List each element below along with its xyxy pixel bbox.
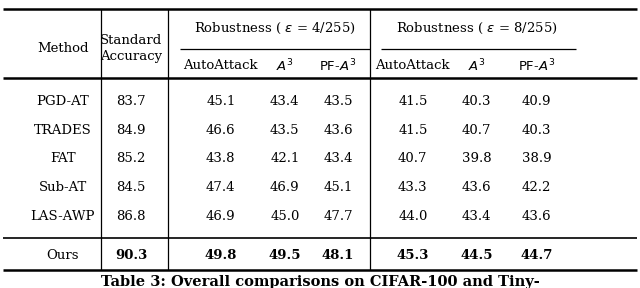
Text: 40.3: 40.3 (522, 124, 551, 137)
Text: 38.9: 38.9 (522, 152, 551, 166)
Text: 47.7: 47.7 (323, 210, 353, 223)
Text: 47.4: 47.4 (206, 181, 236, 194)
Text: 43.4: 43.4 (270, 95, 300, 108)
Text: $\mathrm{PF}$-$A^3$: $\mathrm{PF}$-$A^3$ (518, 57, 555, 74)
Text: 43.6: 43.6 (462, 181, 492, 194)
Text: 39.8: 39.8 (462, 152, 492, 166)
Text: 46.6: 46.6 (206, 124, 236, 137)
Text: TRADES: TRADES (34, 124, 92, 137)
Text: FAT: FAT (50, 152, 76, 166)
Text: 43.6: 43.6 (522, 210, 551, 223)
Text: 44.7: 44.7 (520, 249, 552, 262)
Text: 45.3: 45.3 (397, 249, 429, 262)
Text: AutoAttack: AutoAttack (376, 59, 450, 72)
Text: 90.3: 90.3 (115, 249, 147, 262)
Text: 83.7: 83.7 (116, 95, 146, 108)
Text: 86.8: 86.8 (116, 210, 146, 223)
Text: 40.9: 40.9 (522, 95, 551, 108)
Text: 84.9: 84.9 (116, 124, 146, 137)
Text: LAS-AWP: LAS-AWP (31, 210, 95, 223)
Text: 43.6: 43.6 (323, 124, 353, 137)
Text: 43.3: 43.3 (398, 181, 428, 194)
Text: $\mathrm{PF}$-$A^3$: $\mathrm{PF}$-$A^3$ (319, 57, 356, 74)
Text: 43.5: 43.5 (323, 95, 353, 108)
Text: 45.1: 45.1 (323, 181, 353, 194)
Text: 43.4: 43.4 (462, 210, 492, 223)
Text: 41.5: 41.5 (398, 95, 428, 108)
Text: 42.2: 42.2 (522, 181, 551, 194)
Text: 45.0: 45.0 (270, 210, 300, 223)
Text: AutoAttack: AutoAttack (184, 59, 258, 72)
Text: $A^3$: $A^3$ (276, 57, 294, 74)
Text: 45.1: 45.1 (206, 95, 236, 108)
Text: 44.5: 44.5 (461, 249, 493, 262)
Text: 48.1: 48.1 (322, 249, 354, 262)
Text: 84.5: 84.5 (116, 181, 146, 194)
Text: 40.7: 40.7 (462, 124, 492, 137)
Text: Ours: Ours (47, 249, 79, 262)
Text: 46.9: 46.9 (206, 210, 236, 223)
Text: 85.2: 85.2 (116, 152, 146, 166)
Text: 43.4: 43.4 (323, 152, 353, 166)
Text: PGD-AT: PGD-AT (36, 95, 89, 108)
Text: Table 3: Overall comparisons on CIFAR-100 and Tiny-: Table 3: Overall comparisons on CIFAR-10… (100, 275, 540, 288)
Text: Robustness ( $\epsilon$ = 4/255): Robustness ( $\epsilon$ = 4/255) (195, 21, 356, 36)
Text: 43.5: 43.5 (270, 124, 300, 137)
Text: Sub-AT: Sub-AT (38, 181, 87, 194)
Text: 49.5: 49.5 (269, 249, 301, 262)
Text: Method: Method (37, 42, 88, 56)
Text: Robustness ( $\epsilon$ = 8/255): Robustness ( $\epsilon$ = 8/255) (396, 21, 557, 36)
Text: 40.7: 40.7 (398, 152, 428, 166)
Text: 43.8: 43.8 (206, 152, 236, 166)
Text: 42.1: 42.1 (270, 152, 300, 166)
Text: Standard
Accuracy: Standard Accuracy (100, 35, 163, 63)
Text: 41.5: 41.5 (398, 124, 428, 137)
Text: 44.0: 44.0 (398, 210, 428, 223)
Text: 49.8: 49.8 (205, 249, 237, 262)
Text: 40.3: 40.3 (462, 95, 492, 108)
Text: $A^3$: $A^3$ (468, 57, 486, 74)
Text: 46.9: 46.9 (270, 181, 300, 194)
